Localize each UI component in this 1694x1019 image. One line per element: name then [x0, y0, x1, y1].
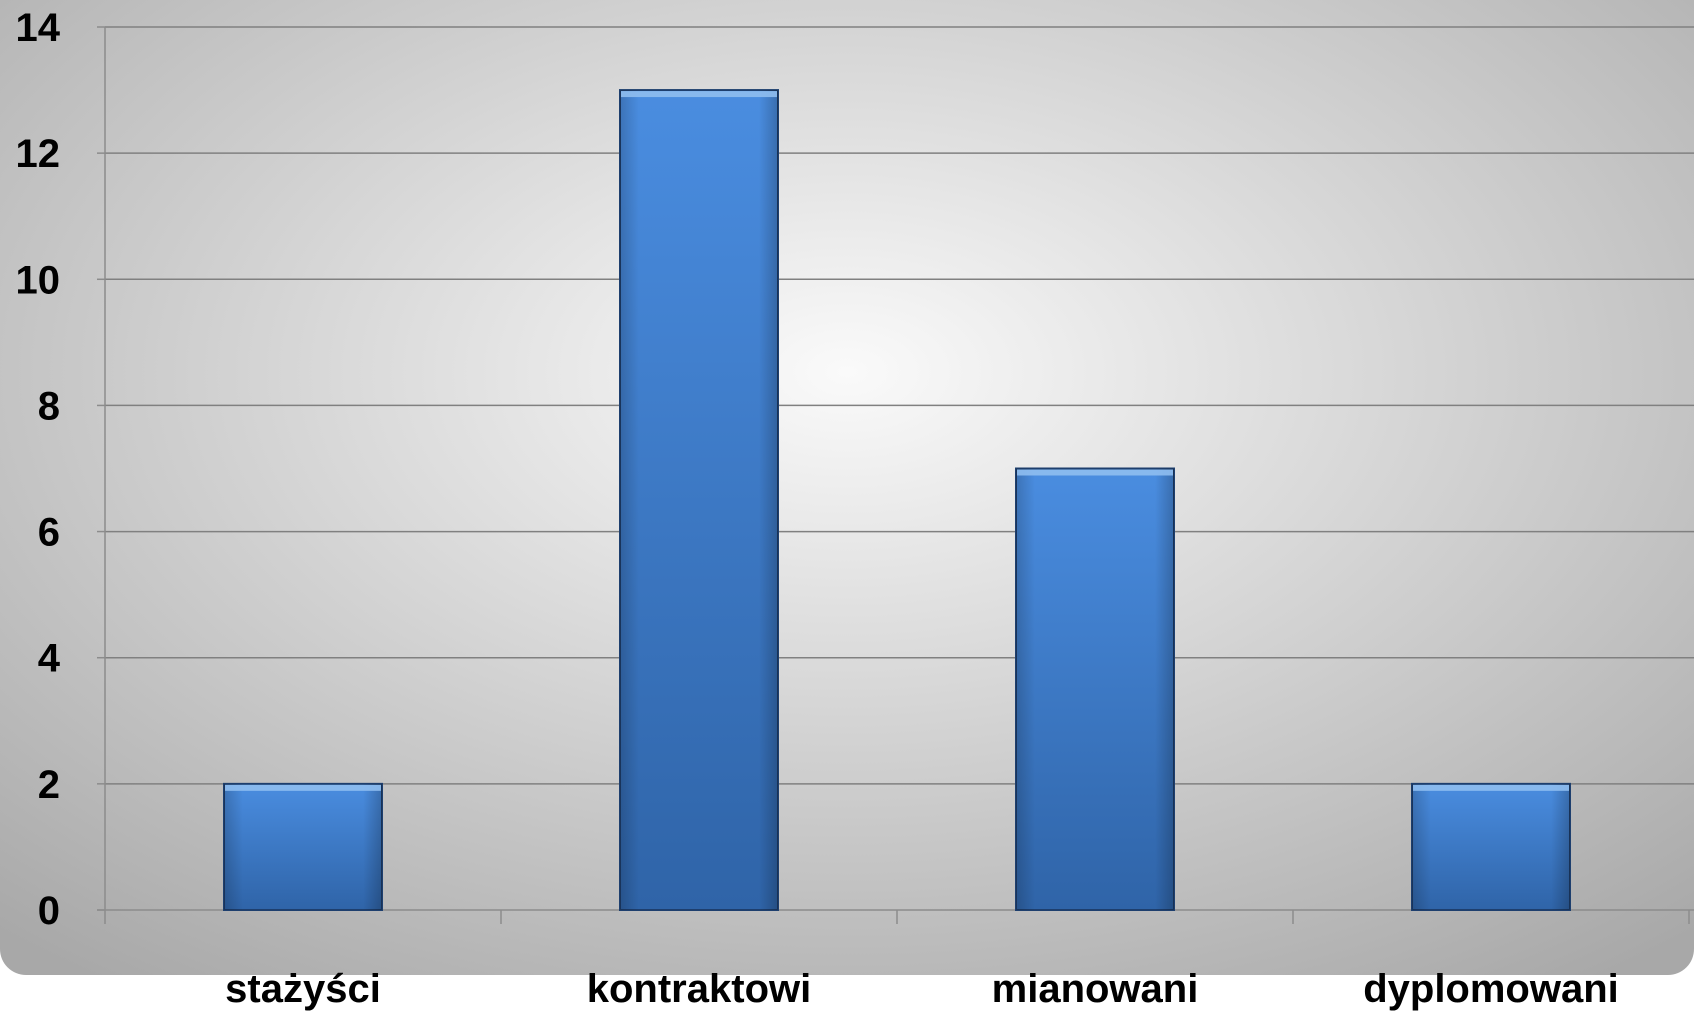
y-tick-labels: 0 2 4 6 8 10 12 14	[16, 6, 61, 933]
y-tick-label: 2	[38, 763, 60, 807]
bar-kontraktowi	[619, 89, 779, 912]
bar-top-highlight	[1017, 469, 1173, 476]
y-tick-label: 0	[38, 889, 60, 933]
bar-top-highlight	[225, 784, 381, 791]
x-tick-label: kontraktowi	[587, 967, 811, 1011]
bar-top-highlight	[1413, 784, 1569, 791]
y-tick-label: 4	[38, 637, 61, 681]
x-tick-label: stażyści	[225, 967, 381, 1011]
bar-top-highlight	[621, 91, 777, 98]
y-tick-label: 8	[38, 384, 60, 428]
y-tick-label: 12	[16, 132, 61, 176]
bar-mianowani	[1015, 467, 1175, 911]
chart-background	[0, 0, 1694, 975]
bar-dyplomowani	[1411, 782, 1571, 911]
y-tick-label: 14	[16, 6, 61, 50]
bars	[223, 89, 1571, 912]
bar-stażyści	[223, 782, 383, 911]
bar-shading	[1412, 783, 1570, 910]
bar-shading	[620, 90, 778, 911]
bar-shading	[1016, 468, 1174, 910]
bar-shading	[224, 783, 382, 910]
y-tick-label: 10	[16, 258, 61, 302]
x-tick-label: mianowani	[992, 967, 1199, 1011]
y-tick-label: 6	[38, 511, 60, 555]
x-tick-labels: stażyści kontraktowi mianowani dyplomowani	[225, 967, 1619, 1011]
x-tick-label: dyplomowani	[1363, 967, 1619, 1011]
